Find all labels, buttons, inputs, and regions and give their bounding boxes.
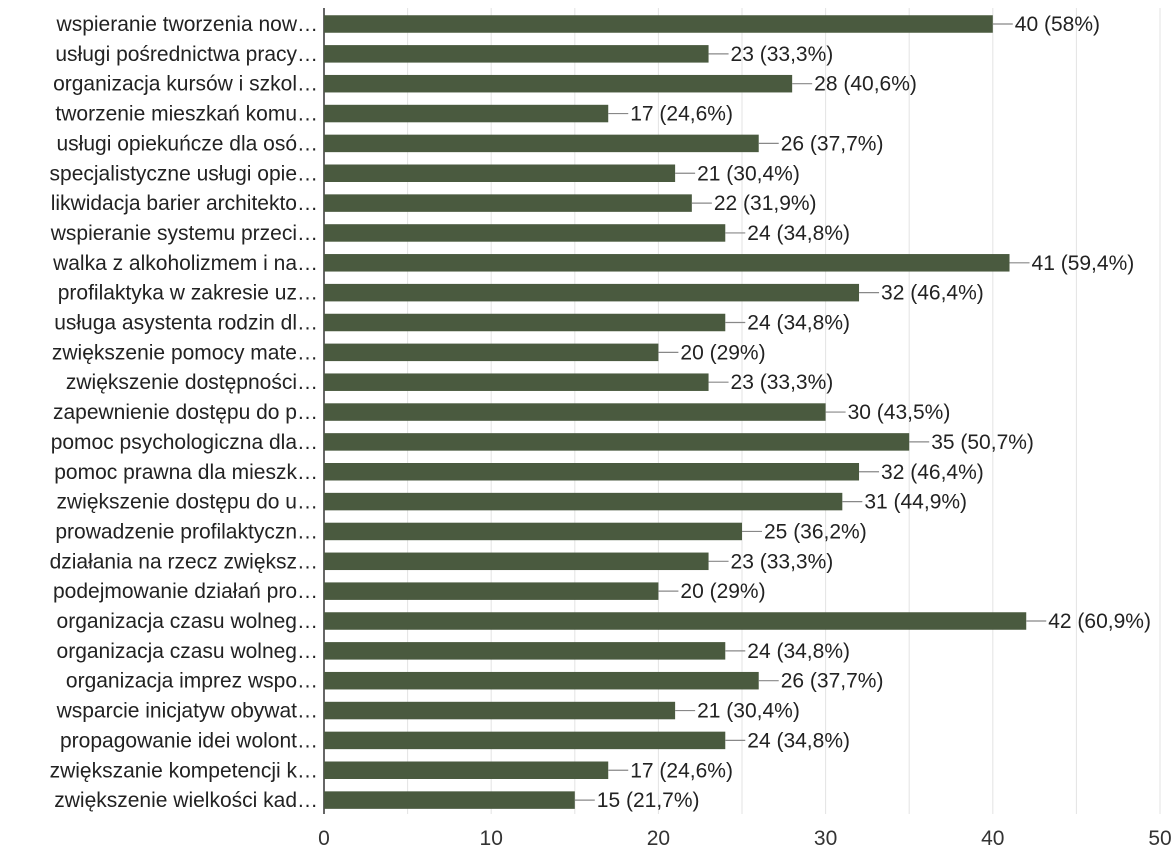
category-label: likwidacja barier architekto…	[51, 192, 318, 215]
bar	[324, 74, 793, 93]
category-label: usługi pośrednictwa pracy…	[55, 43, 318, 66]
data-label: 41 (59,4%)	[1032, 252, 1135, 275]
data-label: 20 (29%)	[680, 580, 765, 603]
category-label: zwiększanie kompetencji k…	[50, 759, 318, 782]
bar	[324, 15, 993, 33]
category-label: organizacja imprez wspo…	[66, 670, 318, 693]
category-label: podejmowanie działań pro…	[53, 580, 318, 603]
data-label: 20 (29%)	[680, 341, 765, 364]
category-label: wspieranie systemu przeci…	[50, 222, 318, 245]
bar	[324, 224, 726, 242]
category-label: wsparcie inicjatyw obywat…	[56, 700, 318, 723]
bar	[324, 612, 1027, 630]
x-tick-label: 30	[814, 827, 837, 850]
bar	[324, 373, 709, 391]
data-label: 23 (33,3%)	[731, 371, 834, 394]
category-label: zwiększenie dostępu do u…	[57, 491, 319, 514]
bars	[324, 15, 1027, 809]
category-label: zwiększenie wielkości kad…	[54, 789, 318, 812]
category-label: zwiększenie dostępności…	[66, 371, 318, 394]
x-tick-label: 50	[1148, 827, 1171, 850]
bar	[324, 134, 759, 153]
bar	[324, 463, 860, 481]
data-label: 26 (37,7%)	[781, 132, 884, 155]
bar	[324, 671, 759, 690]
x-axis-ticks: 0 10 20 30 40 50	[318, 827, 1172, 850]
category-label: usługi opiekuńcze dla osó…	[57, 132, 319, 155]
data-label: 32 (46,4%)	[881, 461, 984, 484]
x-tick-label: 20	[647, 827, 670, 850]
category-label: prowadzenie profilaktyczn…	[55, 520, 318, 543]
data-label: 24 (34,8%)	[747, 729, 850, 752]
data-label: 26 (37,7%)	[781, 670, 884, 693]
category-label: zapewnienie dostępu do p…	[53, 401, 318, 424]
category-label: wspieranie tworzenia now…	[56, 13, 318, 36]
data-label: 22 (31,9%)	[714, 192, 817, 215]
bar	[324, 731, 726, 750]
category-label: walka z alkoholizmem i na…	[52, 252, 318, 275]
data-label: 17 (24,6%)	[630, 103, 733, 126]
bar	[324, 403, 826, 421]
x-tick-label: 10	[480, 827, 503, 850]
data-label: 24 (34,8%)	[747, 222, 850, 245]
bar	[324, 552, 709, 571]
bar	[324, 492, 843, 511]
category-label: pomoc prawna dla mieszk…	[54, 461, 318, 484]
data-label: 25 (36,2%)	[764, 520, 867, 543]
x-tick-label: 40	[981, 827, 1004, 850]
data-label: 17 (24,6%)	[630, 759, 733, 782]
bar	[324, 343, 659, 362]
bar	[324, 313, 726, 332]
bar	[324, 164, 676, 182]
category-label: pomoc psychologiczna dla…	[51, 431, 318, 454]
data-label: 35 (50,7%)	[931, 431, 1034, 454]
data-label: 40 (58%)	[1015, 13, 1100, 36]
bar	[324, 522, 742, 541]
data-label: 23 (33,3%)	[731, 43, 834, 66]
data-label: 23 (33,3%)	[731, 550, 834, 573]
data-label: 15 (21,7%)	[597, 789, 700, 812]
bar	[324, 194, 692, 212]
data-label: 24 (34,8%)	[747, 312, 850, 335]
data-label: 42 (60,9%)	[1048, 610, 1151, 633]
category-label: organizacja czasu wolneg…	[57, 640, 318, 663]
bar	[324, 433, 910, 451]
category-label: organizacja czasu wolneg…	[57, 610, 318, 633]
category-label: zwiększenie pomocy mate…	[52, 341, 318, 364]
bar	[324, 254, 1010, 272]
category-label: profilaktyka w zakresie uz…	[58, 282, 318, 305]
bar	[324, 45, 709, 63]
bar	[324, 283, 860, 302]
category-label: propagowanie idei wolont…	[60, 729, 318, 752]
category-label: działania na rzecz zwiększ…	[50, 550, 318, 573]
data-label: 31 (44,9%)	[864, 491, 967, 514]
data-label: 32 (46,4%)	[881, 282, 984, 305]
bar	[324, 701, 676, 720]
bar	[324, 791, 575, 809]
data-label: 28 (40,6%)	[814, 73, 917, 96]
category-label: tworzenie mieszkań komu…	[55, 103, 318, 126]
bar	[324, 582, 659, 600]
data-label: 21 (30,4%)	[697, 700, 800, 723]
data-label: 30 (43,5%)	[848, 401, 951, 424]
category-label: specjalistyczne usługi opie…	[50, 162, 318, 185]
bar	[324, 761, 609, 779]
category-label: organizacja kursów i szkol…	[53, 73, 318, 96]
bar	[324, 104, 609, 123]
bar	[324, 642, 726, 660]
data-label: 21 (30,4%)	[697, 162, 800, 185]
labels: wspieranie tworzenia now… 40 (58%) usługi …	[50, 13, 1151, 812]
category-label: usługa asystenta rodzin dl…	[54, 312, 318, 335]
x-tick-label: 0	[318, 827, 330, 850]
data-label: 24 (34,8%)	[747, 640, 850, 663]
